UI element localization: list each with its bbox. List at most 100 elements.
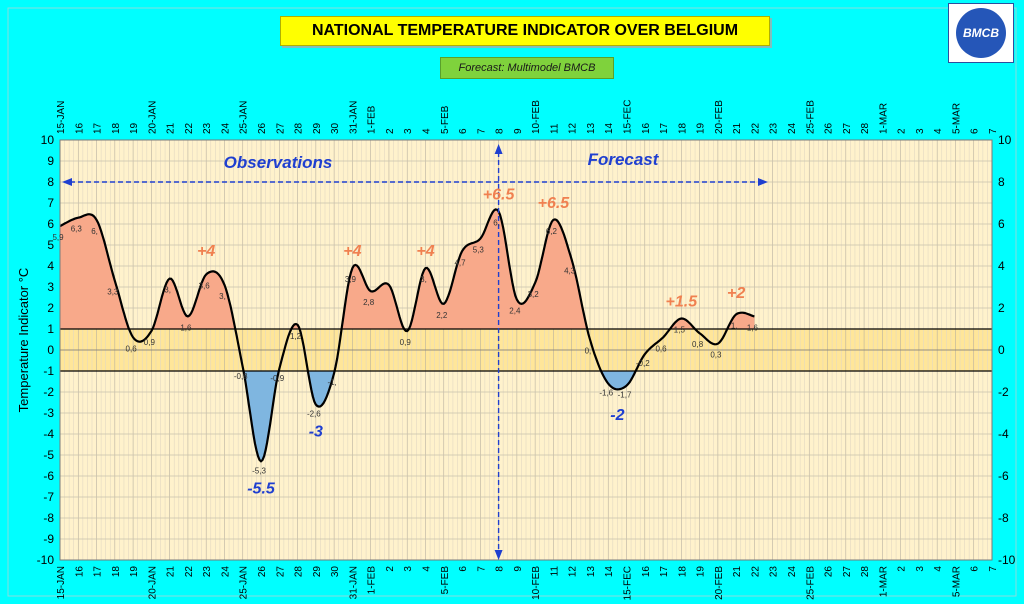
point-value-label: 0,9 bbox=[144, 338, 156, 347]
y-tick-right-label: 2 bbox=[998, 301, 1005, 315]
warm-extreme-label: +4 bbox=[197, 243, 215, 260]
x-tick-top-label: 27 bbox=[842, 122, 853, 134]
x-tick-top-label: 19 bbox=[696, 122, 707, 134]
x-tick-top-label: 26 bbox=[824, 122, 835, 134]
x-tick-top-label: 6 bbox=[970, 128, 981, 134]
x-tick-bottom-label: 7 bbox=[988, 566, 999, 572]
x-tick-bottom-label: 17 bbox=[93, 566, 104, 578]
y-axis-label: Temperature Indicator °C bbox=[16, 268, 31, 413]
x-tick-bottom-label: 5-MAR bbox=[951, 566, 962, 597]
y-tick-left-label: 10 bbox=[41, 133, 55, 147]
point-value-label: 0,6 bbox=[655, 344, 667, 353]
forecast-label: Forecast bbox=[588, 150, 660, 169]
point-value-label: 2,4 bbox=[509, 307, 521, 316]
x-tick-top-label: 17 bbox=[93, 122, 104, 134]
x-tick-bottom-label: 24 bbox=[787, 566, 798, 578]
x-tick-bottom-label: 27 bbox=[842, 566, 853, 578]
y-tick-left-label: -3 bbox=[43, 406, 54, 420]
x-tick-bottom-label: 3 bbox=[915, 566, 926, 572]
y-tick-right-label: -4 bbox=[998, 427, 1009, 441]
x-tick-bottom-label: 25-FEB bbox=[805, 566, 816, 600]
y-tick-right-label: -2 bbox=[998, 385, 1009, 399]
x-tick-bottom-label: 7 bbox=[476, 566, 487, 572]
point-value-label: 1,6 bbox=[180, 323, 192, 332]
x-tick-bottom-label: 1-MAR bbox=[878, 566, 889, 597]
warm-extreme-label: +6.5 bbox=[483, 186, 516, 203]
point-value-label: 0,6 bbox=[126, 344, 138, 353]
x-tick-top-label: 20-JAN bbox=[147, 101, 158, 134]
x-tick-top-label: 18 bbox=[677, 122, 688, 134]
x-tick-top-label: 31-JAN bbox=[348, 101, 359, 134]
y-tick-left-label: -7 bbox=[43, 490, 54, 504]
x-tick-bottom-label: 3 bbox=[403, 566, 414, 572]
x-tick-bottom-label: 23 bbox=[202, 566, 213, 578]
x-tick-top-label: 25-JAN bbox=[239, 101, 250, 134]
x-tick-bottom-label: 28 bbox=[294, 566, 305, 578]
y-tick-right-label: 8 bbox=[998, 175, 1005, 189]
x-tick-bottom-label: 1-FEB bbox=[367, 566, 378, 595]
point-value-label: 4,3 bbox=[564, 267, 576, 276]
x-tick-bottom-label: 5-FEB bbox=[440, 566, 451, 595]
x-tick-bottom-label: 24 bbox=[220, 566, 231, 578]
x-tick-top-label: 29 bbox=[312, 122, 323, 134]
chart-title: NATIONAL TEMPERATURE INDICATOR OVER BELG… bbox=[280, 16, 770, 46]
point-value-label: 1, bbox=[731, 321, 738, 330]
x-tick-bottom-label: 16 bbox=[641, 566, 652, 578]
x-tick-top-label: 14 bbox=[604, 122, 615, 134]
x-tick-top-label: 22 bbox=[750, 122, 761, 134]
point-value-label: 3, bbox=[164, 286, 171, 295]
point-value-label: -0,9 bbox=[270, 374, 284, 383]
point-value-label: -0,8 bbox=[234, 372, 248, 381]
point-value-label: 6,3 bbox=[71, 225, 83, 234]
x-tick-bottom-label: 19 bbox=[696, 566, 707, 578]
x-tick-top-label: 24 bbox=[220, 122, 231, 134]
point-value-label: 2,8 bbox=[363, 298, 375, 307]
warm-extreme-label: +2 bbox=[727, 285, 745, 302]
y-tick-left-label: 8 bbox=[47, 175, 54, 189]
x-tick-bottom-label: 15-JAN bbox=[56, 566, 67, 599]
y-tick-left-label: -2 bbox=[43, 385, 54, 399]
cold-extreme-label: -3 bbox=[309, 424, 323, 441]
bmcb-logo: BMCB bbox=[948, 3, 1014, 63]
y-tick-right-label: 6 bbox=[998, 217, 1005, 231]
cold-extreme-label: -5.5 bbox=[247, 480, 276, 497]
x-tick-top-label: 13 bbox=[586, 122, 597, 134]
point-value-label: 5,3 bbox=[473, 246, 485, 255]
y-tick-left-label: 1 bbox=[47, 322, 54, 336]
chart-title-text: NATIONAL TEMPERATURE INDICATOR OVER BELG… bbox=[311, 22, 739, 39]
x-tick-bottom-label: 10-FEB bbox=[531, 566, 542, 600]
y-tick-left-label: 5 bbox=[47, 238, 54, 252]
point-value-label: 3,9 bbox=[345, 275, 357, 284]
x-tick-top-label: 15-FEC bbox=[623, 100, 634, 134]
x-tick-bottom-label: 2 bbox=[385, 566, 396, 572]
y-tick-left-label: -5 bbox=[43, 448, 54, 462]
x-tick-bottom-label: 11 bbox=[549, 566, 560, 577]
x-tick-bottom-label: 28 bbox=[860, 566, 871, 578]
x-tick-bottom-label: 14 bbox=[604, 566, 615, 578]
x-tick-bottom-label: 18 bbox=[677, 566, 688, 578]
x-tick-bottom-label: 6 bbox=[970, 566, 981, 572]
cold-extreme-label: -2 bbox=[610, 407, 624, 424]
x-tick-bottom-label: 2 bbox=[897, 566, 908, 572]
x-tick-top-label: 23 bbox=[202, 122, 213, 134]
x-tick-top-label: 4 bbox=[933, 128, 944, 134]
point-value-label: 1,2 bbox=[290, 332, 302, 341]
x-tick-top-label: 17 bbox=[659, 122, 670, 134]
x-tick-bottom-label: 27 bbox=[275, 566, 286, 578]
y-tick-left-label: -9 bbox=[43, 532, 54, 546]
x-tick-top-label: 5-MAR bbox=[951, 103, 962, 134]
point-value-label: 1,5 bbox=[674, 326, 686, 335]
x-tick-top-label: 2 bbox=[385, 128, 396, 134]
x-tick-top-label: 21 bbox=[732, 122, 743, 134]
x-tick-bottom-label: 4 bbox=[421, 566, 432, 572]
point-value-label: 0, bbox=[585, 347, 592, 356]
x-tick-bottom-label: 21 bbox=[732, 566, 743, 578]
x-tick-top-label: 20-FEB bbox=[714, 100, 725, 134]
x-tick-bottom-label: 12 bbox=[568, 566, 579, 578]
x-tick-top-label: 22 bbox=[184, 122, 195, 134]
y-tick-left-label: 7 bbox=[47, 196, 54, 210]
y-tick-right-label: 10 bbox=[998, 133, 1012, 147]
divider-arrow-down bbox=[494, 550, 503, 560]
x-tick-bottom-label: 19 bbox=[129, 566, 140, 578]
